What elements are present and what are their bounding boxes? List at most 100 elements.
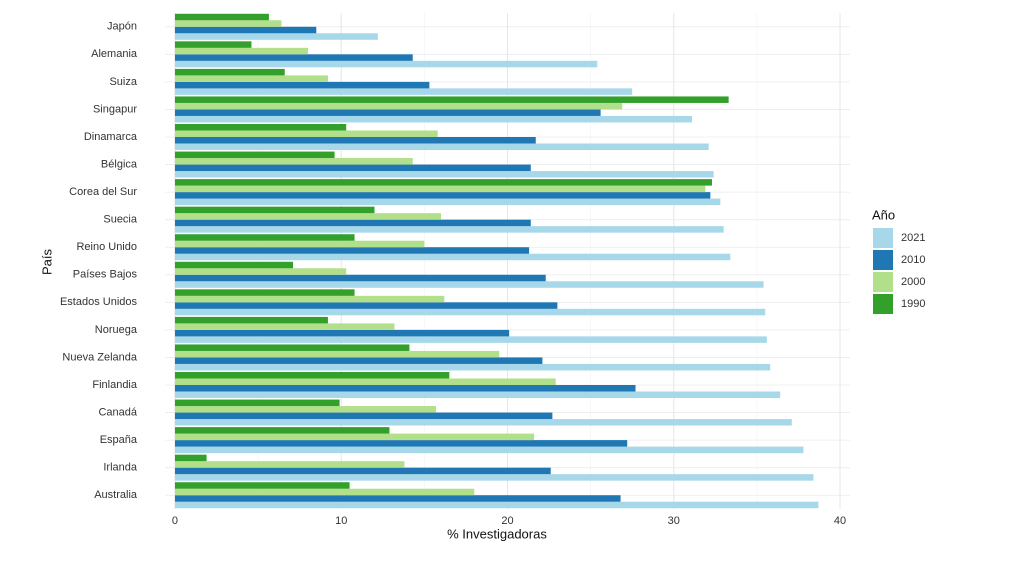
y-tick-label: España xyxy=(100,434,138,446)
y-tick-label: Noruega xyxy=(95,324,138,336)
bar xyxy=(174,446,804,454)
bar xyxy=(174,274,546,282)
bar xyxy=(174,268,347,275)
bar xyxy=(174,206,375,214)
bar xyxy=(174,378,556,385)
bar xyxy=(174,47,308,55)
bar xyxy=(174,226,724,233)
bar xyxy=(174,372,450,379)
bar xyxy=(174,192,711,199)
bar xyxy=(174,198,721,206)
bar xyxy=(174,399,340,407)
bar xyxy=(174,344,410,351)
bar xyxy=(174,467,551,475)
x-tick-label: 10 xyxy=(335,515,347,527)
bar xyxy=(174,363,771,371)
bar xyxy=(174,219,531,227)
x-axis-title: % Investigadoras xyxy=(447,526,547,541)
bar xyxy=(174,336,767,343)
y-tick-label: Bélgica xyxy=(101,158,138,170)
bar xyxy=(174,158,413,165)
bar xyxy=(174,261,294,269)
bar xyxy=(174,281,764,288)
x-tick-label: 30 xyxy=(668,515,680,527)
bar xyxy=(174,54,413,61)
y-tick-label: Reino Unido xyxy=(76,241,137,253)
bar xyxy=(174,88,633,95)
bar xyxy=(174,185,706,193)
bar xyxy=(174,433,535,441)
legend-swatch xyxy=(873,294,893,314)
x-tick-label: 0 xyxy=(172,515,178,527)
legend-label: 1990 xyxy=(901,298,925,310)
legend-label: 2021 xyxy=(901,232,925,244)
bar xyxy=(174,171,714,178)
bar xyxy=(174,75,328,82)
bar xyxy=(174,302,558,309)
bar xyxy=(174,247,530,254)
bar xyxy=(174,406,437,413)
bar xyxy=(174,419,792,426)
y-tick-label: Dinamarca xyxy=(84,131,138,143)
y-tick-label: Suecia xyxy=(103,214,138,226)
y-tick-label: Irlanda xyxy=(103,462,138,474)
bar xyxy=(174,41,252,48)
bar xyxy=(174,68,285,76)
legend-label: 2000 xyxy=(901,276,925,288)
bar xyxy=(174,357,543,364)
bar xyxy=(174,308,766,316)
y-tick-label: Países Bajos xyxy=(73,269,138,281)
bar xyxy=(174,412,553,420)
y-tick-label: Singapur xyxy=(93,103,137,115)
bar xyxy=(174,234,355,241)
bar xyxy=(174,143,709,150)
bar xyxy=(174,164,531,172)
y-axis-title: País xyxy=(39,248,54,275)
bar xyxy=(174,137,536,144)
bar xyxy=(174,454,207,462)
bar xyxy=(174,329,510,337)
y-tick-label: Nueva Zelanda xyxy=(62,351,137,363)
bar xyxy=(174,124,347,131)
bar xyxy=(174,461,405,468)
bar xyxy=(174,26,317,34)
bar xyxy=(174,289,355,296)
legend-swatch xyxy=(873,272,893,292)
bar xyxy=(174,240,425,248)
bar xyxy=(174,102,623,110)
bar xyxy=(174,316,328,324)
bar xyxy=(174,13,269,21)
bar xyxy=(174,350,500,358)
legend-swatch xyxy=(873,228,893,248)
bar xyxy=(174,295,445,303)
y-tick-label: Alemania xyxy=(91,48,138,60)
bar xyxy=(174,323,395,330)
bar xyxy=(174,213,441,220)
x-tick-label: 40 xyxy=(834,515,846,527)
bar xyxy=(174,440,628,447)
bar xyxy=(174,495,621,502)
y-tick-label: Estados Unidos xyxy=(60,296,138,308)
legend-swatch xyxy=(873,250,893,270)
bar xyxy=(174,179,713,186)
bar xyxy=(174,60,598,68)
bar xyxy=(174,20,282,27)
y-tick-label: Corea del Sur xyxy=(69,186,137,198)
bar xyxy=(174,391,781,398)
bar xyxy=(174,385,636,392)
legend-title: Año xyxy=(872,207,895,222)
bar xyxy=(174,81,430,89)
bar xyxy=(174,488,475,496)
y-tick-label: Australia xyxy=(94,489,138,501)
bar xyxy=(174,474,814,481)
x-tick-label: 20 xyxy=(501,515,513,527)
y-tick-label: Japón xyxy=(107,21,137,33)
bar xyxy=(174,482,350,489)
y-tick-label: Finlandia xyxy=(92,379,138,391)
bar xyxy=(174,109,601,116)
bar xyxy=(174,130,438,137)
bar xyxy=(174,115,693,123)
bar xyxy=(174,501,819,509)
